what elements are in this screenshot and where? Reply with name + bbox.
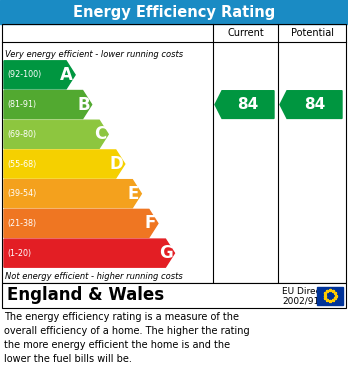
Text: (21-38): (21-38) [7,219,36,228]
Text: (39-54): (39-54) [7,189,36,198]
Bar [2,283,346,308]
Text: Potential: Potential [291,28,333,38]
Polygon shape [4,179,141,208]
Text: B: B [77,95,90,113]
Text: G: G [159,244,173,262]
Text: E: E [128,185,139,203]
Polygon shape [280,91,342,118]
Polygon shape [4,150,125,178]
Text: F: F [144,214,156,232]
Text: (92-100): (92-100) [7,70,41,79]
Polygon shape [4,120,108,148]
Polygon shape [4,209,158,237]
Text: Energy Efficiency Rating: Energy Efficiency Rating [73,5,275,20]
Text: C: C [94,125,106,143]
Text: EU Directive: EU Directive [282,287,338,296]
Text: D: D [109,155,123,173]
Polygon shape [4,90,92,118]
Polygon shape [4,61,75,89]
Bar [0,0,348,24]
Text: 2002/91/EC: 2002/91/EC [282,296,334,305]
Text: Not energy efficient - higher running costs: Not energy efficient - higher running co… [5,272,183,281]
Text: The energy efficiency rating is a measure of the
overall efficiency of a home. T: The energy efficiency rating is a measur… [4,312,250,364]
Text: Very energy efficient - lower running costs: Very energy efficient - lower running co… [5,50,183,59]
Text: (81-91): (81-91) [7,100,36,109]
Text: (55-68): (55-68) [7,160,36,169]
Text: England & Wales: England & Wales [7,287,164,305]
Polygon shape [215,91,274,118]
Text: (1-20): (1-20) [7,249,31,258]
Text: 84: 84 [237,97,259,112]
Text: A: A [60,66,73,84]
Polygon shape [4,239,174,267]
Text: 84: 84 [304,97,325,112]
Text: Current: Current [227,28,264,38]
Text: (69-80): (69-80) [7,130,36,139]
Bar [317,287,343,305]
Bar [2,24,346,283]
